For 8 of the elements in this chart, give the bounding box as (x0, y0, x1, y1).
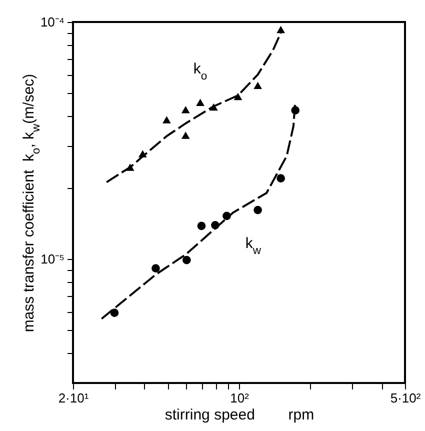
y-tick-label: 10⁻⁵ (40, 252, 64, 267)
y-tick-label: 10⁻⁴ (40, 14, 64, 30)
x-tick-label: 10² (230, 390, 250, 406)
series-label: k$_{o}$ (193, 60, 208, 82)
x-tick-label: 2·10¹ (58, 390, 90, 406)
x-tick-label: 5·10² (390, 390, 422, 406)
series-label: k$_{w}$ (245, 235, 262, 258)
x-axis-title: stirring speed rpm (164, 406, 314, 424)
